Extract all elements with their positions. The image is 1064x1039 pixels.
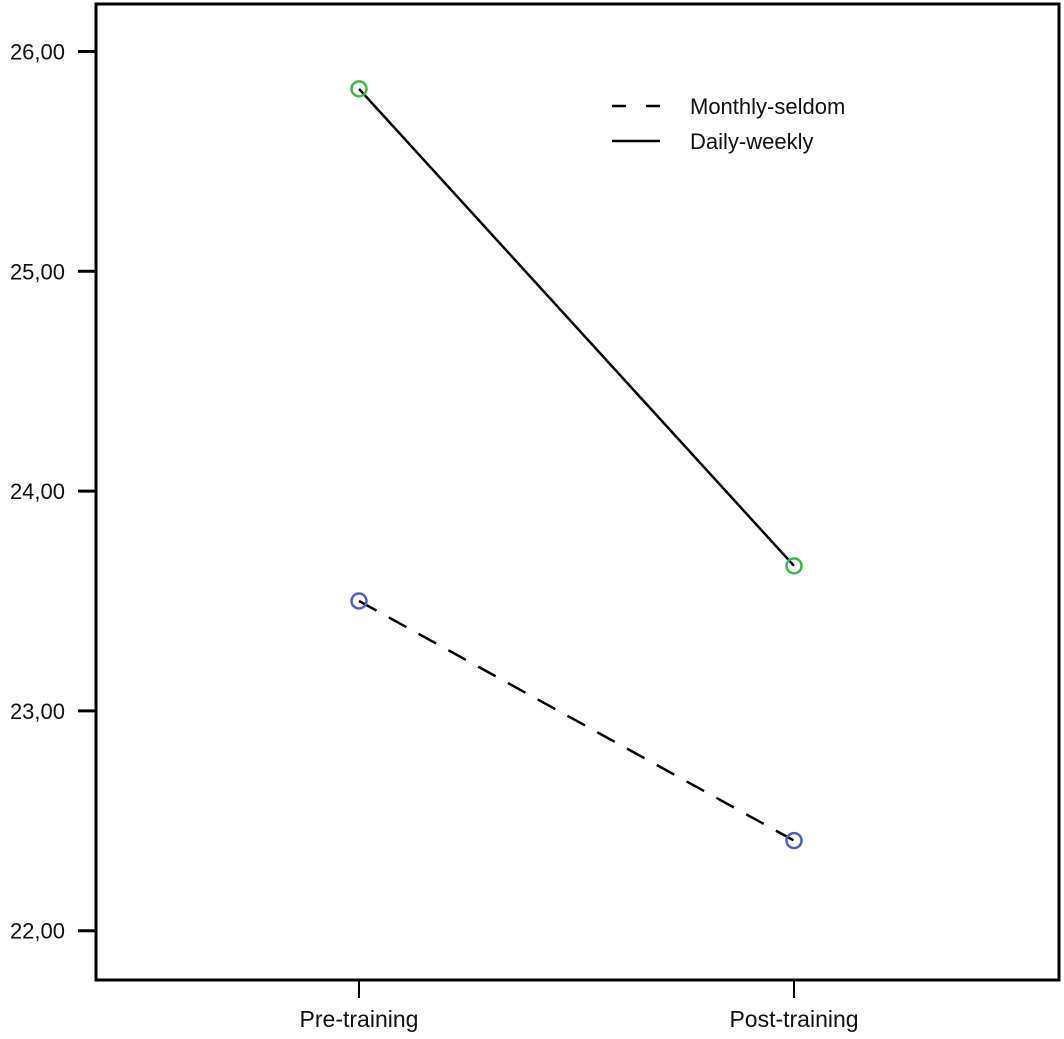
y-tick-label: 22,00 xyxy=(10,919,65,944)
series-line-monthly-seldom xyxy=(358,599,795,842)
x-tick-label: Post-training xyxy=(729,1006,858,1032)
data-point-monthly-seldom xyxy=(350,592,368,610)
data-point-daily-weekly xyxy=(350,80,368,98)
y-tick-label: 25,00 xyxy=(10,259,65,284)
y-tick-label: 24,00 xyxy=(10,479,65,504)
x-tick-label: Pre-training xyxy=(300,1006,419,1032)
legend-label: Monthly-seldom xyxy=(690,94,845,119)
series-group xyxy=(350,80,803,850)
data-point-daily-weekly xyxy=(785,557,803,575)
x-axis: Pre-training Post-training xyxy=(300,980,859,1032)
y-tick-label: 26,00 xyxy=(10,40,65,65)
legend-label: Daily-weekly xyxy=(690,129,813,154)
y-axis: 22,00 23,00 24,00 25,00 26,00 xyxy=(10,40,96,944)
y-tick-label: 23,00 xyxy=(10,699,65,724)
data-point-monthly-seldom xyxy=(785,831,803,850)
plot-frame xyxy=(94,2,1061,982)
series-line-daily-weekly xyxy=(358,88,795,567)
legend: Monthly-seldom Daily-weekly xyxy=(612,94,845,154)
